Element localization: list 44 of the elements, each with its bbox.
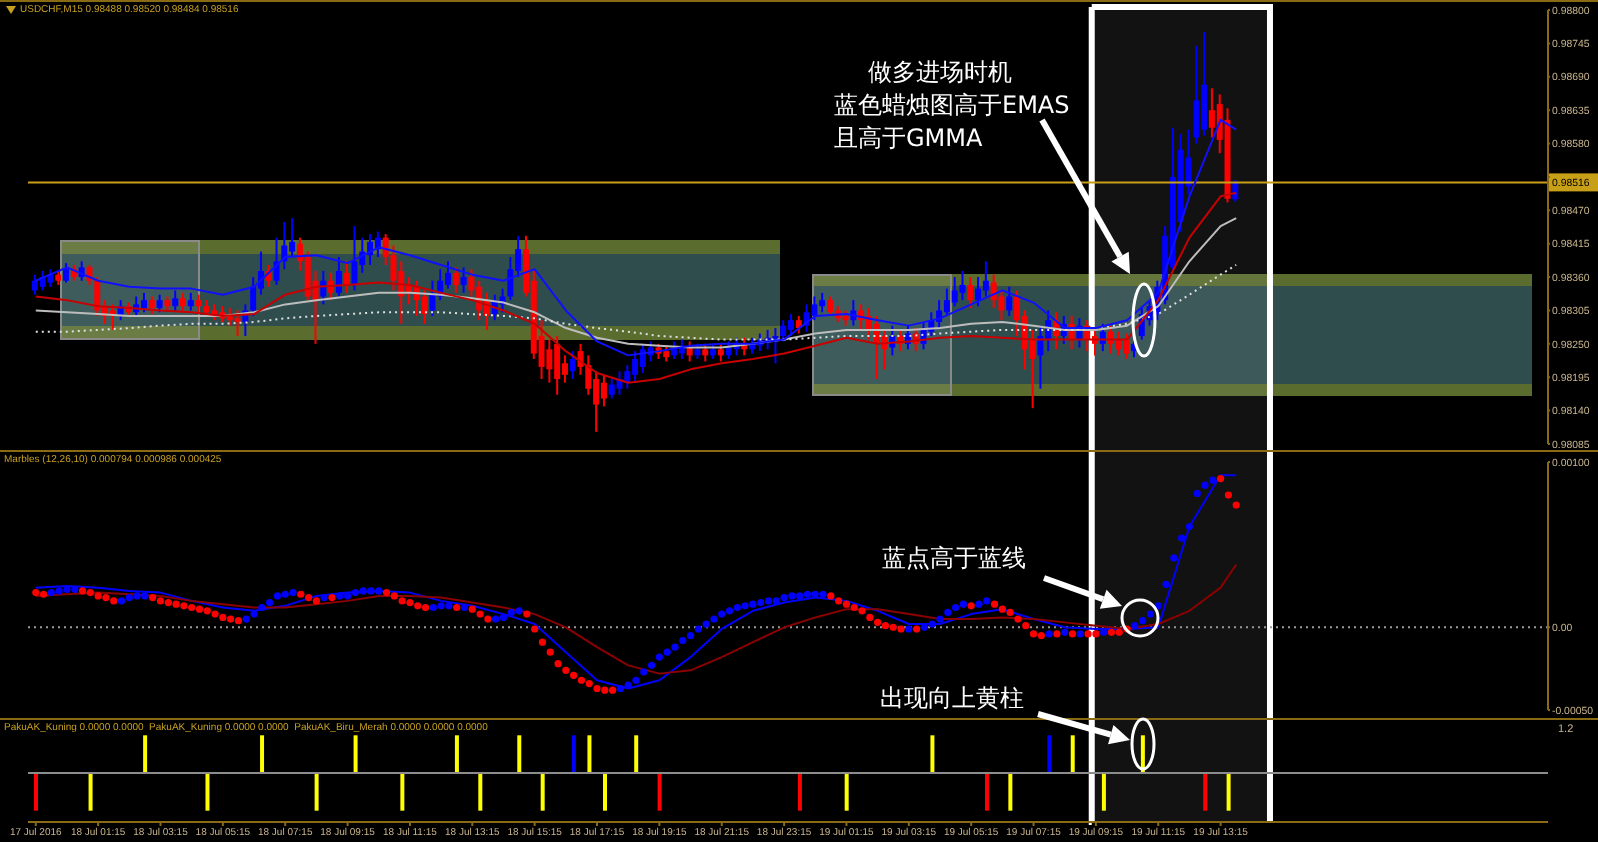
annotation: 蓝点高于蓝线 — [882, 544, 1026, 572]
candlestick — [1123, 332, 1130, 361]
annotation: 出现向上黄柱 — [880, 684, 1024, 712]
line-series — [34, 263, 1238, 341]
candlestick — [600, 373, 607, 408]
candlestick — [632, 350, 639, 384]
annotation: 做多进场时机 — [868, 58, 1012, 86]
candlestick — [943, 287, 950, 317]
annotation: 且高于GMMA — [834, 124, 985, 152]
candlestick — [452, 266, 459, 294]
candlestick — [335, 256, 342, 298]
candlestick — [608, 378, 615, 400]
candlestick — [304, 250, 311, 302]
candlestick — [31, 273, 38, 296]
candlestick — [569, 350, 576, 381]
candlestick — [172, 289, 179, 312]
candlestick — [1006, 285, 1013, 317]
candlestick — [421, 289, 428, 325]
candlestick — [141, 291, 148, 314]
candlestick — [180, 291, 186, 314]
candlestick — [959, 270, 966, 302]
candlestick — [982, 260, 989, 298]
candlestick — [445, 260, 452, 290]
candlestick — [250, 276, 257, 317]
candlestick — [234, 309, 241, 337]
candlestick — [593, 370, 600, 433]
annotation: 蓝色蜡烛图高于EMAS — [834, 91, 1070, 119]
candlestick — [772, 327, 779, 365]
candlestick — [819, 291, 826, 314]
candlestick — [1201, 30, 1208, 137]
candlestick — [951, 276, 958, 308]
candlestick — [639, 342, 646, 374]
candlestick — [780, 319, 787, 343]
candlestick — [788, 313, 794, 337]
candlestick — [826, 295, 833, 317]
candlestick — [1208, 87, 1215, 139]
candlestick — [63, 262, 70, 284]
candlestick — [460, 266, 467, 294]
candlestick — [554, 334, 561, 396]
candlestick — [351, 225, 358, 292]
candlestick — [967, 276, 974, 310]
candlestick — [289, 217, 296, 259]
candlestick — [343, 260, 350, 294]
candlestick — [975, 276, 982, 308]
